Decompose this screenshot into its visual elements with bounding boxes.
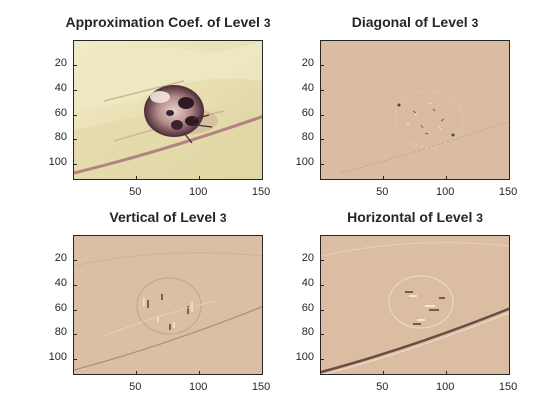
- y-tick-label: 100: [48, 351, 67, 364]
- y-tick-mark: [321, 334, 324, 336]
- x-tick-mark: [199, 371, 201, 374]
- y-tick-mark: [321, 114, 324, 116]
- y-tick-mark: [321, 164, 324, 166]
- x-tick-mark: [446, 371, 448, 374]
- panel-title: Approximation Coef. of Level 3: [33, 14, 303, 30]
- x-tick-mark: [446, 176, 448, 179]
- y-tick-label: 60: [301, 106, 314, 119]
- y-tick-mark: [321, 260, 324, 262]
- diagonal-image: [321, 41, 509, 179]
- y-tick-label: 80: [54, 131, 67, 144]
- x-tick-label: 150: [251, 381, 271, 393]
- horizontal-image: [321, 236, 509, 374]
- y-tick-mark: [321, 359, 324, 361]
- panel-title-level: 3: [471, 16, 479, 30]
- y-tick-mark: [74, 334, 77, 336]
- x-tick-label: 50: [129, 381, 142, 393]
- y-tick-label: 20: [301, 57, 314, 70]
- approximation-panel: Approximation Coef. of Level 3: [49, 14, 271, 198]
- y-tick-label: 100: [48, 156, 67, 169]
- x-tick-label: 50: [376, 381, 389, 393]
- panel-title-level: 3: [476, 211, 483, 225]
- y-tick-label: 80: [301, 326, 314, 339]
- y-tick-label: 20: [54, 252, 67, 265]
- image-axes: [320, 40, 510, 180]
- x-tick-label: 150: [498, 381, 518, 393]
- y-tick-mark: [74, 359, 77, 361]
- diagonal-panel: Diagonal of Level 3 20 40 60 80 100 50 100 150: [296, 14, 518, 198]
- panel-title: Vertical of Level 3: [33, 209, 303, 225]
- y-tick-label: 60: [54, 106, 67, 119]
- panel-title-level: 3: [219, 211, 227, 225]
- x-tick-mark: [383, 371, 385, 374]
- panel-title-text: Vertical of Level: [109, 209, 217, 225]
- image-axes: [73, 235, 263, 375]
- y-tick-label: 40: [301, 276, 314, 289]
- x-tick-mark: [136, 176, 138, 179]
- y-tick-mark: [74, 309, 77, 311]
- y-tick-label: 100: [295, 351, 314, 364]
- x-tick-label: 150: [498, 186, 518, 198]
- y-tick-mark: [74, 164, 77, 166]
- x-tick-label: 100: [189, 381, 208, 393]
- y-tick-label: 20: [54, 57, 67, 70]
- y-tick-mark: [321, 284, 324, 286]
- y-tick-label: 40: [301, 81, 314, 94]
- panel-title-level: 3: [263, 16, 271, 30]
- y-tick-label: 80: [301, 131, 314, 144]
- image-axes: [320, 235, 510, 375]
- y-tick-mark: [321, 65, 324, 67]
- horizontal-panel: Horizontal of Level 3 20 40 60 80 100 50 100 1…: [296, 209, 518, 393]
- panel-title: Diagonal of Level 3: [280, 14, 550, 30]
- x-tick-label: 50: [129, 186, 142, 198]
- x-tick-mark: [136, 371, 138, 374]
- vertical-panel: Vertical of Level 3 20 40 60 80 100 50 100 150: [49, 209, 271, 393]
- x-tick-label: 100: [189, 186, 208, 198]
- y-tick-label: 40: [54, 276, 67, 289]
- panel-title-text: Approximation Coef. of Level: [65, 14, 260, 30]
- x-tick-mark: [199, 176, 201, 179]
- image-axes: [73, 40, 263, 180]
- x-tick-label: 100: [436, 381, 455, 393]
- y-tick-mark: [74, 139, 77, 141]
- y-tick-mark: [74, 89, 77, 91]
- x-tick-label: 100: [436, 186, 455, 198]
- y-tick-label: 40: [54, 81, 67, 94]
- y-tick-mark: [74, 260, 77, 262]
- y-tick-mark: [74, 284, 77, 286]
- y-tick-label: 60: [301, 301, 314, 314]
- y-tick-mark: [74, 114, 77, 116]
- panel-title-text: Horizontal of Level: [347, 209, 473, 225]
- panel-title-text: Diagonal of Level: [351, 14, 468, 30]
- x-tick-label: 50: [376, 186, 389, 198]
- y-tick-label: 20: [301, 252, 314, 265]
- x-tick-label: 150: [251, 186, 271, 198]
- y-tick-mark: [321, 89, 324, 91]
- x-tick-mark: [383, 176, 385, 179]
- y-tick-label: 60: [54, 301, 67, 314]
- y-tick-mark: [74, 65, 77, 67]
- y-tick-label: 80: [54, 326, 67, 339]
- y-tick-label: 100: [295, 156, 314, 169]
- vertical-image: [74, 236, 262, 374]
- y-tick-mark: [321, 309, 324, 311]
- panel-title: Horizontal of Level 3: [280, 209, 550, 225]
- approximation-image: [74, 41, 262, 179]
- y-tick-mark: [321, 139, 324, 141]
